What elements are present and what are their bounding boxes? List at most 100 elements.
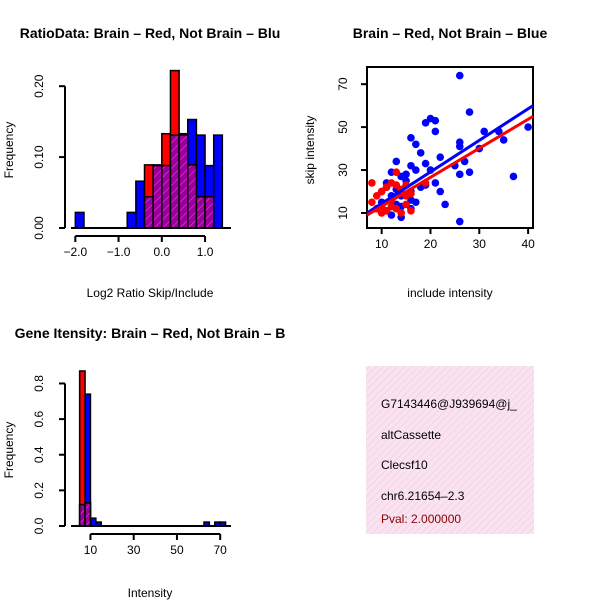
- event-id: G7143446@J939694@j_: [381, 397, 517, 411]
- event-info-panel: G7143446@J939694@j_ altCassette Clecsf10…: [366, 366, 534, 534]
- red-fit-line: [366, 115, 534, 217]
- gene-intensity-blue-bars: [78, 393, 227, 527]
- blue-bar-0: [74, 211, 85, 229]
- red-point-8: [368, 198, 376, 207]
- overlap-bar-7: [204, 196, 215, 229]
- y-tick-label-1: 0.10: [32, 145, 46, 169]
- red-point-11: [382, 207, 391, 215]
- intensity-scatter-axes: 10 20 30 40 10 30 50 70: [336, 77, 535, 251]
- ratio-histogram-axes: −2.0 −1.0 0.0 1.0 0.00 0.10 0.20: [32, 74, 231, 259]
- red-point-13: [392, 204, 401, 213]
- ratio-histogram-ylabel: Frequency: [2, 122, 16, 179]
- x-tick-label-1: 20: [424, 237, 438, 251]
- x-tick-label-1: −1.0: [107, 245, 131, 259]
- overlap-bar-5: [187, 164, 198, 229]
- event-info-background: [366, 366, 534, 534]
- gene-intensity-xlabel: Intensity: [128, 586, 173, 600]
- blue-point-13: [416, 149, 425, 157]
- overlap-bar-6: [195, 196, 206, 229]
- y-tick-label-1: 30: [336, 163, 350, 177]
- genomic-location: chr6.21654–2.3: [381, 489, 465, 503]
- red-point-16: [397, 209, 405, 217]
- x-tick-label-3: 70: [214, 543, 228, 557]
- gene-intensity-axes: 10 30 50 70 0.0 0.2 0.4 0.6 0.8: [32, 375, 231, 557]
- red-point-1: [377, 187, 386, 196]
- overlap-bar-2: [161, 164, 172, 229]
- x-tick-label-0: 10: [375, 237, 389, 251]
- blue-point-14: [436, 153, 445, 161]
- blue-point-24: [455, 170, 464, 179]
- red-bar-0: [78, 370, 86, 527]
- y-tick-label-0: 0.0: [32, 517, 46, 534]
- blue-fit-line: [366, 104, 534, 215]
- y-tick-label-3: 0.6: [32, 410, 46, 427]
- blue-point-0: [455, 71, 464, 80]
- overlap-bar-1: [152, 164, 163, 229]
- ratio-histogram-xlabel: Log2 Ratio Skip/Include: [87, 286, 214, 300]
- x-tick-label-2: 50: [170, 543, 184, 557]
- blue-point-1: [465, 108, 474, 116]
- red-point-14: [402, 200, 410, 209]
- blue-point-49: [441, 200, 449, 209]
- blue-point-47: [387, 211, 396, 219]
- red-point-15: [407, 207, 415, 215]
- blue-point-31: [431, 179, 440, 187]
- ratio-histogram-title: RatioData: Brain – Red, Not Brain – Blu: [20, 25, 281, 41]
- gene-intensity-title: Gene Itensity: Brain – Red, Not Brain – …: [15, 325, 286, 341]
- blue-point-5: [524, 123, 532, 131]
- x-tick-label-2: 0.0: [153, 245, 170, 259]
- overlap-bar-0: [143, 196, 154, 229]
- blue-point-6: [480, 127, 488, 136]
- x-tick-label-0: −2.0: [63, 245, 87, 259]
- x-tick-label-0: 10: [84, 543, 98, 557]
- blue-point-10: [412, 140, 420, 149]
- intensity-scatter-ylabel: skip intensity: [303, 116, 317, 185]
- y-tick-label-2: 0.20: [32, 74, 46, 98]
- blue-point-4: [431, 116, 440, 125]
- y-tick-label-4: 0.8: [32, 375, 46, 392]
- blue-point-52: [431, 127, 440, 136]
- blue-point-18: [421, 159, 430, 168]
- blue-bar-11: [212, 134, 224, 229]
- intensity-scatter-fit-lines: [366, 104, 534, 217]
- y-tick-label-0: 10: [336, 206, 350, 220]
- x-tick-label-3: 1.0: [197, 245, 214, 259]
- blue-point-8: [499, 136, 508, 144]
- gene-intensity-histogram: Gene Itensity: Brain – Red, Not Brain – …: [2, 325, 285, 600]
- intensity-scatter-xlabel: include intensity: [407, 286, 492, 300]
- blue-point-9: [407, 134, 415, 142]
- blue-point-22: [412, 166, 420, 174]
- intensity-scatter: Brain – Red, Not Brain – Blue include in…: [303, 25, 547, 300]
- blue-bar-2: [89, 517, 97, 527]
- ratio-histogram-red-bars: [143, 69, 215, 229]
- intensity-scatter-plot-box: [366, 66, 534, 229]
- blue-point-53: [402, 170, 410, 179]
- y-tick-label-2: 0.4: [32, 446, 46, 463]
- x-tick-label-2: 30: [473, 237, 487, 251]
- y-tick-label-3: 70: [336, 77, 350, 91]
- x-tick-label-3: 40: [521, 237, 535, 251]
- red-point-2: [382, 183, 391, 192]
- blue-point-46: [412, 198, 420, 207]
- overlap-bar-0: [78, 503, 86, 527]
- gene-name: Clecsf10: [381, 458, 428, 472]
- y-tick-label-0: 0.00: [32, 216, 46, 240]
- blue-point-23: [465, 168, 474, 176]
- red-point-0: [368, 179, 376, 187]
- intensity-scatter-title: Brain – Red, Not Brain – Blue: [353, 25, 548, 41]
- ratio-histogram: RatioData: Brain – Red, Not Brain – Blu …: [2, 25, 280, 300]
- overlap-bar-1: [84, 502, 92, 527]
- blue-point-16: [407, 161, 415, 170]
- blue-point-32: [436, 187, 445, 196]
- event-type: altCassette: [381, 428, 441, 442]
- blue-point-50: [455, 217, 464, 226]
- red-point-22: [372, 192, 381, 200]
- gene-intensity-ylabel: Frequency: [2, 422, 16, 479]
- red-point-4: [392, 181, 401, 189]
- y-tick-label-1: 0.2: [32, 482, 46, 499]
- overlap-bar-4: [178, 134, 189, 229]
- overlap-bar-3: [169, 134, 180, 229]
- x-tick-label-1: 30: [127, 543, 141, 557]
- y-tick-label-2: 50: [336, 120, 350, 134]
